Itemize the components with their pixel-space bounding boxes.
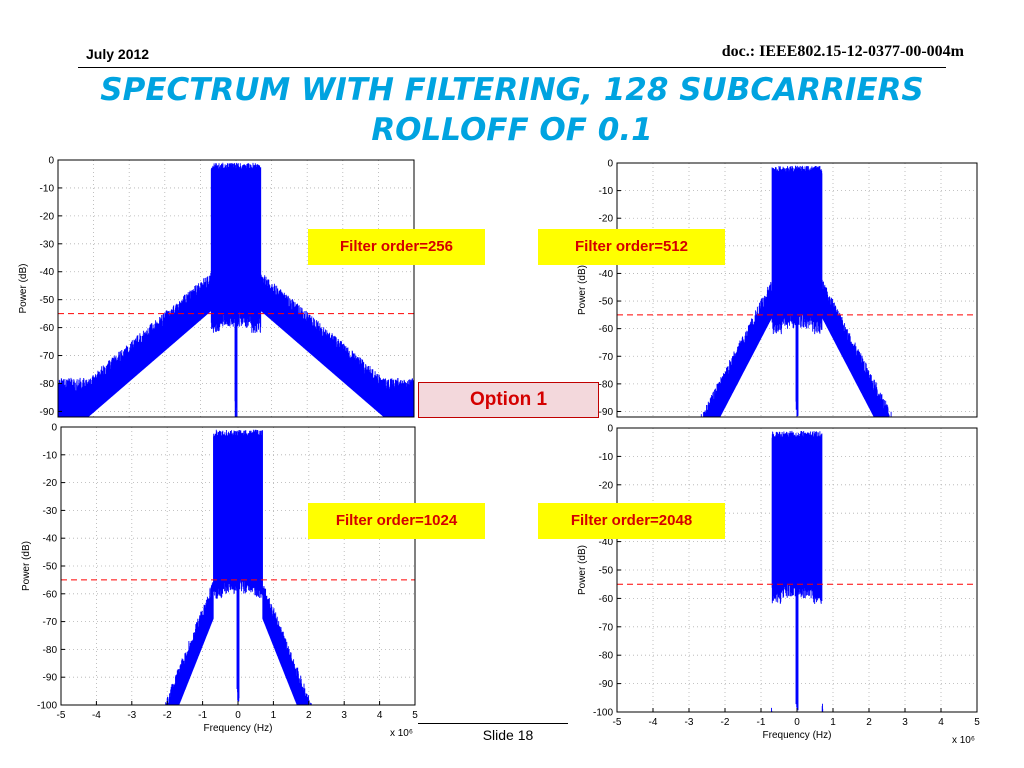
x-tick-label: 2 [866, 717, 872, 728]
y-tick-label: -60 [599, 324, 614, 335]
footer-divider [418, 723, 568, 724]
x-tick-label: 2 [306, 710, 312, 721]
y-tick-label: -30 [40, 239, 55, 250]
y-tick-label: -30 [43, 506, 58, 517]
y-tick-label: -70 [40, 351, 55, 362]
y-tick-label: -70 [43, 617, 58, 628]
y-tick-label: -40 [599, 269, 614, 280]
y-tick-label: -90 [599, 679, 614, 690]
y-tick-label: -10 [599, 452, 614, 463]
x-tick-label: 3 [902, 717, 908, 728]
y-tick-label: -50 [599, 297, 614, 308]
plot-frame [57, 159, 415, 418]
y-tick-label: -90 [599, 407, 614, 418]
y-tick-label: -40 [40, 267, 55, 278]
y-tick-label: -10 [43, 450, 58, 461]
plot-frame [616, 162, 978, 418]
y-tick-label: -80 [599, 379, 614, 390]
y-axis-label: Power (dB) [18, 263, 29, 313]
y-tick-label: -20 [40, 211, 55, 222]
y-tick-label: -50 [599, 566, 614, 577]
spectrum-passband [773, 436, 821, 536]
y-tick-label: -70 [599, 352, 614, 363]
filter-order-label: Filter order=1024 [308, 503, 485, 539]
y-tick-label: 0 [51, 423, 57, 434]
spectrum-passband [212, 168, 260, 267]
filter-order-label: Filter order=512 [538, 229, 725, 265]
y-tick-label: -60 [599, 594, 614, 605]
x-tick-label: -4 [649, 717, 658, 728]
y-tick-label: -60 [43, 589, 58, 600]
x-tick-label: -3 [685, 717, 694, 728]
spectrum-passband [214, 435, 262, 533]
x-tick-label: -5 [613, 717, 622, 728]
y-tick-label: -10 [40, 183, 55, 194]
header-doc-id: doc.: IEEE802.15-12-0377-00-004m [721, 43, 964, 60]
header-date: July 2012 [86, 46, 150, 62]
y-tick-label: -10 [599, 186, 614, 197]
filter-order-label: Filter order=2048 [538, 503, 725, 539]
x-tick-label: -5 [57, 710, 66, 721]
y-axis-label: Power (dB) [21, 541, 32, 591]
x-tick-label: 0 [794, 717, 800, 728]
y-tick-label: -80 [43, 645, 58, 656]
x-tick-label: 4 [377, 710, 383, 721]
y-tick-label: -40 [599, 537, 614, 548]
y-tick-label: -100 [593, 708, 613, 719]
y-tick-label: 0 [607, 424, 613, 435]
x-tick-label: 5 [412, 710, 418, 721]
x-tick-label: -2 [163, 710, 172, 721]
x-axis-label: Frequency (Hz) [204, 723, 273, 734]
y-tick-label: 0 [607, 159, 613, 170]
x-axis-label: Frequency (Hz) [763, 730, 832, 741]
x-tick-label: 3 [341, 710, 347, 721]
y-tick-label: -20 [599, 480, 614, 491]
option-label: Option 1 [418, 382, 599, 418]
y-tick-label: -50 [40, 295, 55, 306]
y-tick-label: -80 [40, 379, 55, 390]
y-tick-label: -40 [43, 534, 58, 545]
x-tick-label: -3 [127, 710, 136, 721]
header-divider [78, 67, 946, 68]
y-tick-label: 0 [48, 156, 54, 167]
y-tick-label: -50 [43, 562, 58, 573]
x-tick-label: -1 [757, 717, 766, 728]
slide-title: SPECTRUM WITH FILTERING, 128 SUBCARRIERS… [100, 72, 924, 148]
y-tick-label: -20 [599, 214, 614, 225]
x-tick-label: -2 [721, 717, 730, 728]
y-tick-label: -60 [40, 323, 55, 334]
y-axis-label: Power (dB) [577, 265, 588, 315]
y-axis-label: Power (dB) [577, 545, 588, 595]
y-tick-label: -90 [40, 407, 55, 418]
y-tick-label: -90 [43, 673, 58, 684]
y-tick-label: -100 [37, 701, 57, 712]
x-tick-label: 1 [271, 710, 277, 721]
x-tick-label: 5 [974, 717, 980, 728]
x-exponent-label: x 10⁶ [952, 735, 975, 746]
y-tick-label: -70 [599, 622, 614, 633]
spectrum-passband [773, 171, 821, 268]
x-tick-label: 4 [938, 717, 944, 728]
x-tick-label: 1 [830, 717, 836, 728]
filter-order-label: Filter order=256 [308, 229, 485, 265]
x-exponent-label: x 10⁶ [390, 728, 413, 739]
y-tick-label: -80 [599, 651, 614, 662]
y-tick-label: -20 [43, 478, 58, 489]
x-tick-label: 0 [235, 710, 241, 721]
slide-number: Slide 18 [482, 727, 534, 743]
x-tick-label: -4 [92, 710, 101, 721]
x-tick-label: -1 [198, 710, 207, 721]
